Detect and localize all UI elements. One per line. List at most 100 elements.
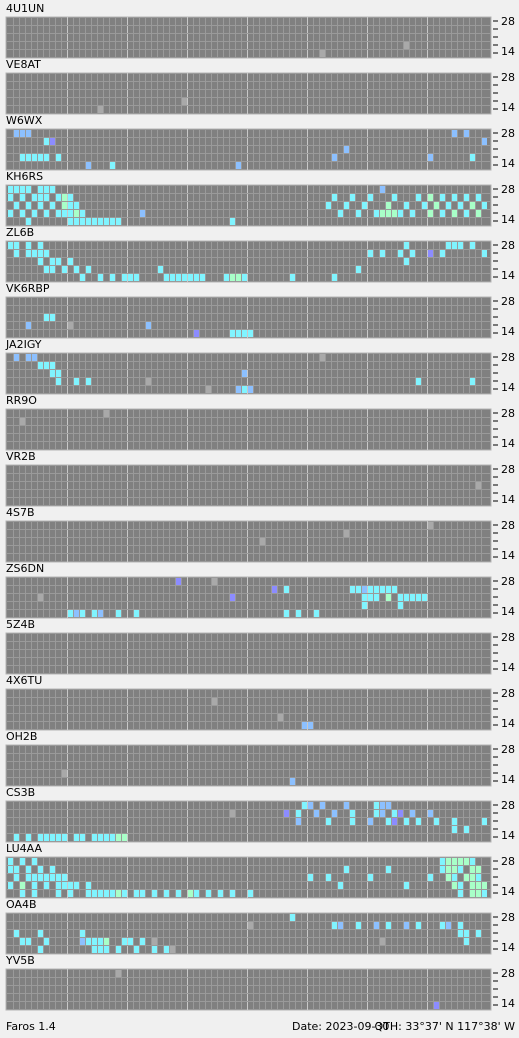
beacon-cell: [368, 818, 373, 825]
beacon-cell: [470, 874, 475, 881]
beacon-cell: [50, 186, 55, 193]
beacon-cell: [410, 210, 415, 217]
beacon-cell: [344, 146, 349, 153]
beacon-cell: [140, 890, 145, 897]
station-name: CS3B: [6, 786, 35, 799]
beacon-cell: [362, 594, 367, 601]
beacon-cell: [404, 242, 409, 249]
beacon-cell: [74, 834, 79, 841]
beacon-cell: [116, 610, 121, 617]
beacon-cell: [260, 538, 265, 545]
beacon-cell: [68, 890, 73, 897]
beacon-cell: [80, 210, 85, 217]
beacon-cell: [410, 810, 415, 817]
beacon-cell: [62, 194, 67, 201]
beacon-cell: [98, 890, 103, 897]
beacon-cell: [350, 586, 355, 593]
band-label: 28: [501, 295, 515, 308]
beacon-cell: [458, 922, 463, 929]
grid-background: [5, 968, 492, 1011]
beacon-cell: [68, 882, 73, 889]
beacon-cell: [74, 218, 79, 225]
beacon-cell: [236, 386, 241, 393]
beacon-cell: [110, 218, 115, 225]
beacon-cell: [476, 874, 481, 881]
beacon-cell: [440, 210, 445, 217]
beacon-cell: [122, 274, 127, 281]
beacon-cell: [32, 354, 37, 361]
beacon-cell: [248, 890, 253, 897]
beacon-cell: [410, 250, 415, 257]
beacon-cell: [8, 242, 13, 249]
beacon-cell: [98, 106, 103, 113]
beacon-cell: [110, 834, 115, 841]
beacon-cell: [416, 922, 421, 929]
band-label: 14: [501, 717, 515, 730]
beacon-cell: [332, 154, 337, 161]
beacon-cell: [8, 194, 13, 201]
beacon-cell: [98, 946, 103, 953]
beacon-cell: [380, 186, 385, 193]
beacon-cell: [350, 810, 355, 817]
beacon-cell: [242, 274, 247, 281]
beacon-cell: [428, 810, 433, 817]
beacon-cell: [134, 946, 139, 953]
beacon-cell: [134, 890, 139, 897]
beacon-cell: [458, 882, 463, 889]
band-label: 28: [501, 351, 515, 364]
beacon-cell: [344, 802, 349, 809]
beacon-cell: [428, 210, 433, 217]
beacon-cell: [440, 194, 445, 201]
beacon-cell: [74, 266, 79, 273]
beacon-cell: [194, 274, 199, 281]
beacon-cell: [38, 202, 43, 209]
beacon-cell: [200, 274, 205, 281]
beacon-cell: [308, 722, 313, 729]
beacon-cell: [386, 802, 391, 809]
beacon-cell: [476, 866, 481, 873]
beacon-cell: [62, 874, 67, 881]
beacon-cell: [98, 938, 103, 945]
band-label: 14: [501, 381, 515, 394]
grid-background: [5, 632, 492, 675]
beacon-cell: [80, 834, 85, 841]
beacon-cell: [428, 522, 433, 529]
beacon-cell: [452, 194, 457, 201]
beacon-cell: [368, 874, 373, 881]
beacon-cell: [464, 194, 469, 201]
beacon-cell: [188, 890, 193, 897]
beacon-cell: [434, 818, 439, 825]
beacon-cell: [122, 834, 127, 841]
beacon-cell: [434, 1002, 439, 1009]
beacon-cell: [92, 890, 97, 897]
station-name: YV5B: [5, 954, 35, 967]
station-name: W6WX: [6, 114, 43, 127]
beacon-cell: [14, 834, 19, 841]
beacon-cell: [368, 194, 373, 201]
beacon-cell: [380, 802, 385, 809]
beacon-cell: [8, 186, 13, 193]
beacon-cell: [44, 834, 49, 841]
beacon-cell: [44, 194, 49, 201]
station-name: ZS6DN: [6, 562, 44, 575]
beacon-cell: [482, 138, 487, 145]
beacon-cell: [128, 274, 133, 281]
beacon-cell: [218, 890, 223, 897]
beacon-cell: [32, 154, 37, 161]
beacon-cell: [230, 810, 235, 817]
grid-background: [5, 408, 492, 451]
beacon-cell: [302, 802, 307, 809]
beacon-cell: [80, 610, 85, 617]
beacon-cell: [176, 274, 181, 281]
beacon-cell: [104, 410, 109, 417]
beacon-cell: [380, 938, 385, 945]
beacon-cell: [188, 274, 193, 281]
beacon-cell: [206, 890, 211, 897]
beacon-cell: [26, 130, 31, 137]
beacon-cell: [464, 874, 469, 881]
beacon-cell: [392, 818, 397, 825]
beacon-cell: [452, 882, 457, 889]
beacon-cell: [380, 586, 385, 593]
station-name: VE8AT: [6, 58, 41, 71]
beacon-cell: [476, 890, 481, 897]
